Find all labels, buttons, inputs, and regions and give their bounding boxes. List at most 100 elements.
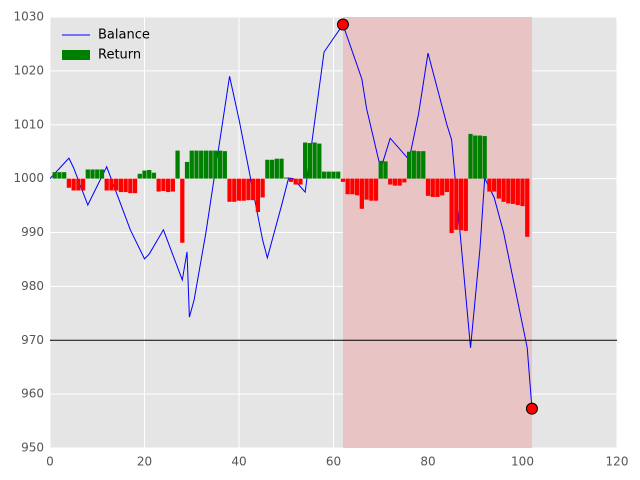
- return-bar: [66, 178, 72, 188]
- return-bar: [336, 171, 341, 179]
- return-bar: [203, 150, 209, 179]
- return-bar: [246, 178, 251, 201]
- return-bar: [378, 160, 383, 179]
- return-bar: [473, 135, 478, 179]
- return-bar: [435, 178, 440, 197]
- return-bar: [449, 178, 454, 234]
- x-tick-label: 100: [511, 455, 534, 469]
- return-bar: [232, 178, 237, 202]
- return-bar: [194, 150, 199, 179]
- return-bar: [411, 150, 416, 179]
- return-bar: [208, 150, 213, 179]
- return-bar: [71, 178, 76, 191]
- legend-swatch: [62, 50, 90, 60]
- return-bar: [57, 172, 62, 179]
- return-bar: [151, 172, 157, 179]
- y-tick-label: 990: [21, 225, 44, 239]
- x-tick-label: 20: [137, 455, 152, 469]
- return-bar: [397, 178, 402, 186]
- return-bar: [454, 178, 459, 230]
- return-bar: [293, 178, 298, 185]
- y-tick-label: 1030: [13, 10, 44, 24]
- return-bar: [468, 133, 473, 179]
- return-bar: [303, 142, 308, 179]
- y-tick-label: 980: [21, 279, 44, 293]
- x-tick-label: 60: [326, 455, 341, 469]
- return-bar: [189, 150, 194, 179]
- return-bar: [430, 178, 435, 197]
- return-bar: [307, 143, 313, 179]
- return-bar: [114, 178, 119, 191]
- return-bar: [222, 151, 227, 179]
- x-tick-label: 120: [606, 455, 629, 469]
- return-bar: [251, 178, 256, 201]
- return-bar: [298, 178, 303, 185]
- return-bar: [482, 136, 487, 179]
- return-bar: [392, 178, 398, 186]
- return-bar: [175, 150, 180, 179]
- return-bar: [279, 158, 284, 179]
- return-bar: [416, 151, 421, 179]
- return-bar: [217, 150, 223, 179]
- return-bar: [95, 169, 100, 179]
- return-bar: [260, 178, 265, 198]
- return-bar: [62, 172, 67, 179]
- y-tick-label: 1000: [13, 171, 44, 185]
- return-bar: [227, 178, 232, 202]
- return-bar: [147, 170, 152, 179]
- y-tick-label: 1010: [13, 117, 44, 131]
- y-tick-label: 950: [21, 441, 44, 455]
- return-bar: [510, 178, 516, 204]
- return-bar: [364, 178, 369, 200]
- return-bar: [118, 178, 124, 193]
- return-bar: [213, 150, 218, 179]
- return-bar: [312, 142, 317, 179]
- return-bar: [99, 169, 105, 179]
- return-bar: [199, 150, 204, 179]
- return-bar: [170, 178, 175, 192]
- return-bar: [496, 178, 502, 199]
- return-bar: [76, 178, 81, 191]
- return-bar: [369, 178, 374, 201]
- x-tick-label: 80: [420, 455, 435, 469]
- return-bar: [161, 178, 166, 192]
- y-tick-label: 970: [21, 333, 44, 347]
- return-bar: [345, 178, 350, 195]
- return-bar: [109, 178, 114, 191]
- legend-label: Return: [98, 48, 141, 63]
- return-bar: [137, 173, 142, 179]
- x-tick-label: 40: [231, 455, 246, 469]
- return-bar: [321, 171, 327, 179]
- plot-area: [50, 17, 617, 448]
- return-bar: [331, 171, 336, 179]
- return-bar: [255, 178, 261, 213]
- return-bar: [501, 178, 506, 202]
- return-bar: [132, 178, 138, 194]
- return-bar: [463, 178, 468, 231]
- return-bar: [274, 158, 279, 179]
- return-bar: [525, 178, 530, 237]
- return-bar: [425, 178, 431, 196]
- return-bar: [128, 178, 133, 194]
- return-bar: [515, 178, 520, 206]
- return-bar: [123, 178, 128, 193]
- return-bar: [520, 178, 525, 207]
- return-bar: [444, 178, 450, 193]
- marker: [336, 18, 349, 31]
- return-bar: [388, 178, 393, 185]
- return-bar: [85, 169, 90, 179]
- x-tick-label: 0: [46, 455, 54, 469]
- return-bar: [269, 159, 275, 179]
- y-tick-label: 1020: [13, 63, 44, 77]
- return-bar: [180, 178, 185, 243]
- return-bar: [184, 161, 190, 179]
- return-bar: [350, 178, 355, 195]
- return-bar: [477, 135, 483, 179]
- return-bar: [284, 177, 289, 179]
- y-tick-label: 960: [21, 387, 44, 401]
- return-bar: [440, 178, 445, 196]
- return-bar: [288, 178, 294, 182]
- return-bar: [359, 178, 364, 209]
- return-bar: [458, 178, 464, 231]
